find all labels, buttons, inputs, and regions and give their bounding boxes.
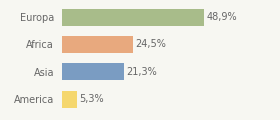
Bar xyxy=(62,9,204,26)
Text: 24,5%: 24,5% xyxy=(136,39,166,49)
Bar xyxy=(62,63,124,80)
Text: 5,3%: 5,3% xyxy=(80,94,104,104)
Text: 48,9%: 48,9% xyxy=(207,12,237,22)
Text: 21,3%: 21,3% xyxy=(126,67,157,77)
Bar xyxy=(62,91,77,108)
Bar xyxy=(62,36,133,53)
